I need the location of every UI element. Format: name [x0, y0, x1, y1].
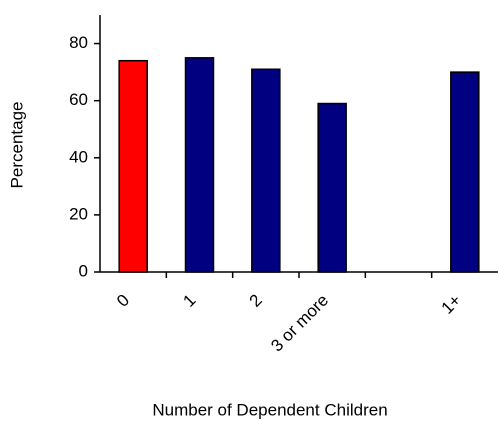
bar [450, 71, 480, 273]
x-tick-label: 2 [246, 291, 266, 311]
y-tick-label: 0 [79, 261, 88, 280]
bar [251, 68, 281, 273]
y-tick-label: 40 [69, 147, 88, 166]
x-tick-label: 0 [113, 291, 133, 311]
x-tick-label: 1+ [438, 291, 465, 318]
x-axis-title: Number of Dependent Children [152, 400, 387, 419]
bar [317, 102, 347, 273]
y-tick-label: 60 [69, 90, 88, 109]
bar [118, 59, 148, 273]
x-tick-label: 1 [179, 291, 199, 311]
x-tick-label: 3 or more [267, 291, 332, 356]
y-axis-title: Percentage [7, 102, 26, 189]
bar [184, 57, 215, 273]
y-tick-label: 80 [69, 33, 88, 52]
y-tick-label: 20 [69, 204, 88, 223]
